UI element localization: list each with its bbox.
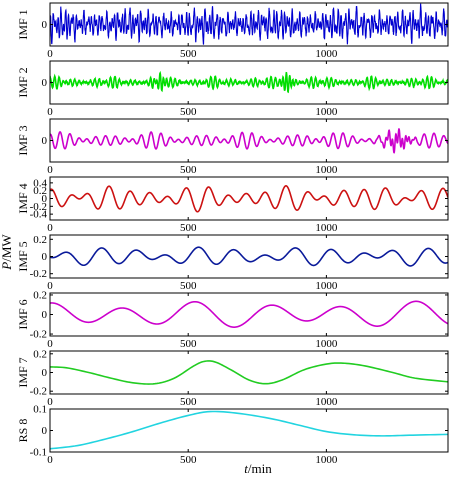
x-tick-label: 500: [180, 338, 197, 350]
x-tick-label: 500: [180, 396, 197, 408]
series-line: [50, 185, 448, 213]
series-line: [50, 3, 448, 45]
x-tick-label: 1000: [315, 396, 338, 408]
panel-y-label: IMF 1: [16, 9, 30, 39]
y-tick-label: 0: [42, 193, 48, 205]
y-tick-label: -0.1: [30, 447, 47, 459]
y-tick-label: -0.2: [30, 268, 47, 280]
x-tick-label: 500: [180, 222, 197, 234]
x-tick-label: 0: [47, 164, 53, 176]
x-tick-label: 0: [47, 454, 53, 466]
x-tick-label: 500: [180, 106, 197, 118]
shared-x-label: t/min: [244, 461, 272, 476]
panel-y-label: IMF 3: [16, 125, 30, 155]
y-tick-label: -0.2: [30, 329, 47, 341]
x-tick-label: 1000: [315, 454, 338, 466]
y-tick-label: 0: [42, 77, 48, 89]
x-tick-label: 0: [47, 280, 53, 292]
panel-y-label: IMF 5: [16, 241, 30, 271]
x-tick-label: 1000: [315, 338, 338, 350]
panel-1: 0 500 1000 0 IMF 1: [16, 2, 449, 60]
axes-frame: [49, 350, 449, 395]
panel-2: 0 500 1000 0 IMF 2: [16, 60, 449, 118]
x-tick-label: 1000: [315, 222, 338, 234]
x-tick-label: 1000: [315, 164, 338, 176]
panel-y-label: IMF 2: [16, 67, 30, 97]
y-tick-label: 0.2: [33, 185, 47, 197]
axes-frame: [49, 292, 449, 337]
y-tick-label: 0: [42, 309, 48, 321]
x-tick-label: 1000: [315, 48, 338, 60]
y-tick-label: 0.4: [33, 177, 47, 189]
x-tick-label: 0: [47, 396, 53, 408]
x-tick-label: 0: [47, 48, 53, 60]
y-tick-label: 0.2: [33, 289, 47, 301]
x-tick-label: 500: [180, 164, 197, 176]
x-tick-label: 1000: [315, 106, 338, 118]
y-tick-label: 0: [42, 19, 48, 31]
axes-frame: [49, 176, 449, 221]
y-tick-label: 0: [42, 135, 48, 147]
y-tick-label: -0.2: [30, 386, 47, 398]
y-tick-label: 0.2: [33, 234, 47, 246]
y-tick-label: -0.2: [30, 201, 47, 213]
series-line: [50, 246, 448, 267]
x-tick-label: 500: [180, 48, 197, 60]
series-line: [50, 360, 448, 385]
y-tick-label: 0: [42, 425, 48, 437]
panel-y-label: IMF 7: [16, 357, 30, 387]
y-tick-label: 0.2: [33, 348, 47, 360]
panel-y-label: IMF 4: [16, 183, 30, 213]
panel-y-label: RS 8: [16, 419, 30, 443]
y-tick-label: -0.4: [30, 209, 48, 221]
series-line: [50, 128, 448, 154]
x-tick-label: 0: [47, 222, 53, 234]
y-tick-label: 0: [42, 251, 48, 263]
series-line: [50, 300, 448, 328]
x-tick-label: 500: [180, 454, 197, 466]
x-tick-label: 500: [180, 280, 197, 292]
x-tick-label: 0: [47, 338, 53, 350]
panel-y-label: IMF 6: [16, 299, 30, 329]
axes-frame: [49, 234, 449, 279]
shared-y-label: P/MW: [0, 234, 14, 271]
series-line: [50, 410, 448, 450]
panel-3: 0 500 1000 0 IMF 3: [16, 118, 449, 176]
x-tick-label: 1000: [315, 280, 338, 292]
y-tick-label: 0: [42, 367, 48, 379]
series-line: [50, 70, 448, 94]
x-tick-label: 0: [47, 106, 53, 118]
y-tick-label: 0.1: [33, 404, 47, 416]
